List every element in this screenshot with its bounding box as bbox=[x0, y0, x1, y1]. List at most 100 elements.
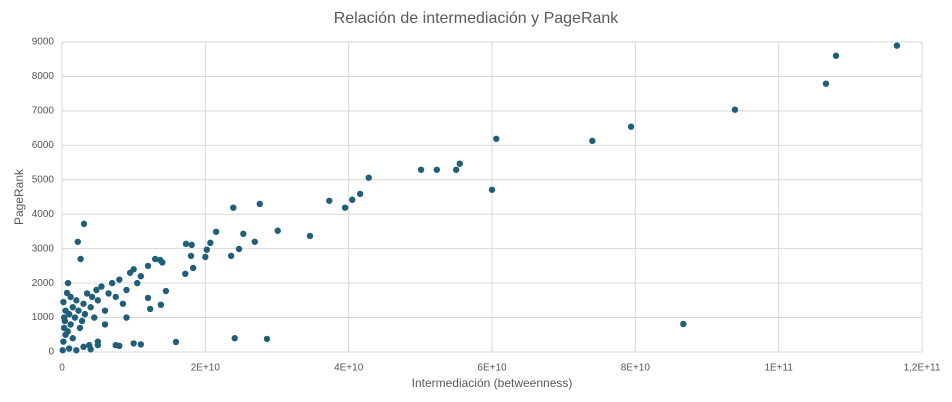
y-tick-label: 8000 bbox=[32, 71, 55, 82]
point bbox=[456, 160, 463, 167]
point bbox=[101, 307, 109, 314]
point bbox=[589, 137, 596, 145]
point bbox=[81, 310, 89, 318]
point bbox=[93, 286, 100, 294]
point bbox=[157, 301, 165, 309]
point bbox=[240, 230, 247, 238]
point bbox=[74, 238, 81, 245]
x-tick-label: 4E+10 bbox=[334, 363, 364, 374]
y-tick-label: 4000 bbox=[32, 209, 55, 220]
point bbox=[203, 246, 210, 253]
point bbox=[116, 276, 123, 283]
y-axis-title: PageRank bbox=[12, 168, 26, 225]
point bbox=[87, 304, 94, 311]
point bbox=[80, 220, 88, 228]
point bbox=[151, 255, 159, 263]
point bbox=[75, 307, 82, 314]
point bbox=[235, 245, 243, 253]
point bbox=[207, 239, 214, 247]
point bbox=[130, 266, 137, 273]
point bbox=[356, 190, 364, 198]
point bbox=[627, 123, 635, 130]
point bbox=[144, 262, 152, 270]
point bbox=[65, 345, 73, 352]
point bbox=[108, 279, 116, 287]
point bbox=[60, 298, 67, 306]
point bbox=[130, 340, 137, 347]
point bbox=[137, 341, 145, 348]
point bbox=[73, 297, 80, 304]
point bbox=[256, 200, 263, 208]
point bbox=[731, 106, 739, 113]
point bbox=[98, 283, 105, 290]
point bbox=[251, 238, 258, 245]
point bbox=[202, 253, 209, 261]
point bbox=[123, 314, 130, 321]
point bbox=[231, 335, 238, 342]
point bbox=[59, 347, 66, 354]
point bbox=[263, 335, 271, 343]
point bbox=[349, 196, 356, 203]
point bbox=[116, 342, 123, 349]
x-tick-label: 8E+10 bbox=[621, 363, 651, 374]
point bbox=[274, 227, 281, 234]
point bbox=[417, 166, 425, 173]
x-tick-label: 1E+11 bbox=[764, 363, 793, 374]
point bbox=[101, 321, 109, 328]
point bbox=[105, 290, 112, 297]
point bbox=[230, 204, 237, 211]
x-axis-title: Intermediación (betweenness) bbox=[412, 376, 573, 390]
point bbox=[832, 52, 840, 59]
point bbox=[94, 297, 102, 304]
point bbox=[326, 197, 333, 204]
point bbox=[60, 338, 67, 345]
point bbox=[189, 264, 197, 272]
x-tick-label: 0 bbox=[59, 363, 65, 374]
point bbox=[80, 300, 87, 307]
point bbox=[146, 305, 154, 313]
point bbox=[123, 286, 130, 294]
point bbox=[65, 310, 73, 318]
point bbox=[365, 174, 372, 181]
point bbox=[69, 335, 76, 342]
x-tick-label: 1,2E+11 bbox=[904, 363, 941, 374]
point bbox=[137, 273, 145, 280]
point bbox=[83, 290, 91, 297]
point bbox=[134, 279, 141, 287]
point bbox=[182, 240, 190, 248]
point bbox=[488, 186, 496, 193]
y-tick-label: 7000 bbox=[32, 106, 55, 117]
point bbox=[433, 166, 441, 173]
point bbox=[69, 304, 76, 311]
y-tick-label: 6000 bbox=[32, 140, 55, 151]
point bbox=[73, 347, 80, 354]
y-tick-label: 9000 bbox=[32, 37, 55, 48]
point bbox=[71, 314, 79, 321]
point bbox=[172, 338, 180, 346]
point bbox=[64, 279, 72, 287]
point bbox=[78, 317, 86, 325]
point bbox=[493, 135, 500, 142]
point bbox=[119, 300, 127, 307]
point bbox=[80, 343, 87, 351]
point bbox=[86, 341, 93, 349]
point bbox=[306, 232, 314, 240]
point bbox=[159, 259, 166, 266]
y-tick-label: 1000 bbox=[32, 312, 55, 323]
point bbox=[91, 314, 98, 321]
x-tick-label: 2E+10 bbox=[191, 363, 221, 374]
y-tick-label: 0 bbox=[48, 347, 54, 358]
point bbox=[182, 270, 189, 278]
point bbox=[77, 255, 84, 263]
point bbox=[62, 331, 69, 338]
point bbox=[893, 42, 901, 49]
point bbox=[88, 293, 96, 301]
point bbox=[60, 314, 68, 321]
point bbox=[680, 320, 687, 328]
point bbox=[144, 294, 152, 302]
point bbox=[67, 293, 74, 301]
point bbox=[76, 324, 84, 332]
point bbox=[212, 228, 220, 235]
point bbox=[822, 80, 830, 87]
